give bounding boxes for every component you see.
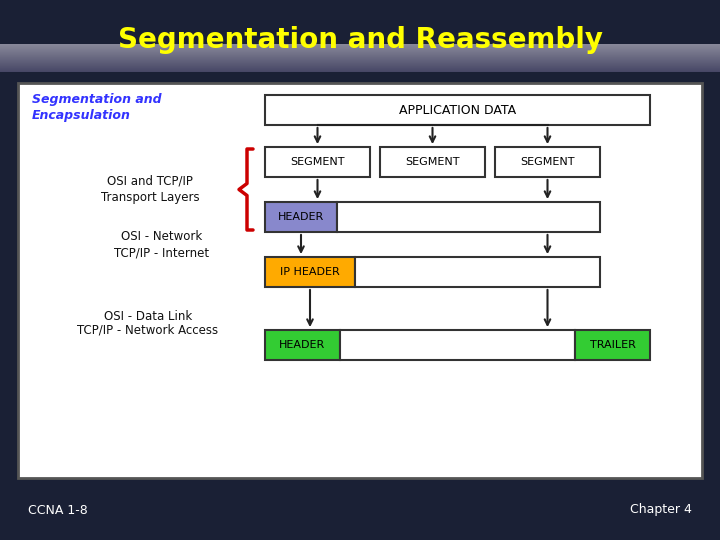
Bar bbox=[0, 61, 720, 62]
Text: OSI - Network: OSI - Network bbox=[122, 230, 202, 243]
Text: APPLICATION DATA: APPLICATION DATA bbox=[399, 104, 516, 117]
Text: SEGMENT: SEGMENT bbox=[290, 157, 345, 167]
Text: TRAILER: TRAILER bbox=[590, 340, 636, 350]
Text: OSI - Data Link: OSI - Data Link bbox=[104, 309, 192, 322]
Text: IP HEADER: IP HEADER bbox=[280, 267, 340, 277]
Bar bbox=[0, 47, 720, 48]
Text: Chapter 4: Chapter 4 bbox=[630, 503, 692, 516]
Text: TCP/IP - Internet: TCP/IP - Internet bbox=[114, 246, 210, 259]
Text: HEADER: HEADER bbox=[279, 340, 325, 350]
Bar bbox=[0, 58, 720, 59]
Bar bbox=[18, 83, 702, 478]
Bar bbox=[265, 147, 370, 177]
Bar bbox=[265, 95, 650, 125]
Bar bbox=[340, 330, 575, 360]
Text: Encapsulation: Encapsulation bbox=[32, 110, 131, 123]
Bar bbox=[0, 44, 720, 45]
Bar bbox=[495, 147, 600, 177]
Bar bbox=[265, 202, 337, 232]
Bar bbox=[0, 51, 720, 52]
Bar bbox=[0, 52, 720, 53]
Text: SEGMENT: SEGMENT bbox=[405, 157, 460, 167]
Bar bbox=[0, 60, 720, 61]
Text: HEADER: HEADER bbox=[278, 212, 324, 222]
Bar bbox=[0, 69, 720, 70]
Bar bbox=[0, 48, 720, 49]
Bar bbox=[0, 63, 720, 64]
Text: Segmentation and: Segmentation and bbox=[32, 93, 161, 106]
Text: Segmentation and Reassembly: Segmentation and Reassembly bbox=[117, 26, 603, 54]
Bar bbox=[0, 53, 720, 54]
Bar bbox=[0, 68, 720, 69]
Text: Transport Layers: Transport Layers bbox=[101, 191, 199, 204]
Bar bbox=[0, 56, 720, 57]
Bar bbox=[0, 66, 720, 67]
Bar bbox=[0, 54, 720, 55]
Bar bbox=[337, 202, 600, 232]
Bar bbox=[0, 70, 720, 71]
Bar bbox=[0, 59, 720, 60]
Bar bbox=[0, 55, 720, 56]
Bar bbox=[0, 67, 720, 68]
Text: TCP/IP - Network Access: TCP/IP - Network Access bbox=[78, 323, 219, 336]
Bar bbox=[0, 65, 720, 66]
Bar bbox=[0, 71, 720, 72]
Bar bbox=[0, 64, 720, 65]
Bar bbox=[265, 257, 355, 287]
Text: SEGMENT: SEGMENT bbox=[521, 157, 575, 167]
Bar bbox=[0, 46, 720, 47]
Bar bbox=[575, 330, 650, 360]
Bar bbox=[0, 62, 720, 63]
Bar bbox=[0, 49, 720, 50]
Bar bbox=[380, 147, 485, 177]
Bar bbox=[0, 57, 720, 58]
Bar bbox=[0, 45, 720, 46]
Bar bbox=[265, 330, 340, 360]
Text: OSI and TCP/IP: OSI and TCP/IP bbox=[107, 175, 193, 188]
Text: CCNA 1-8: CCNA 1-8 bbox=[28, 503, 88, 516]
Bar bbox=[0, 50, 720, 51]
Bar bbox=[355, 257, 600, 287]
